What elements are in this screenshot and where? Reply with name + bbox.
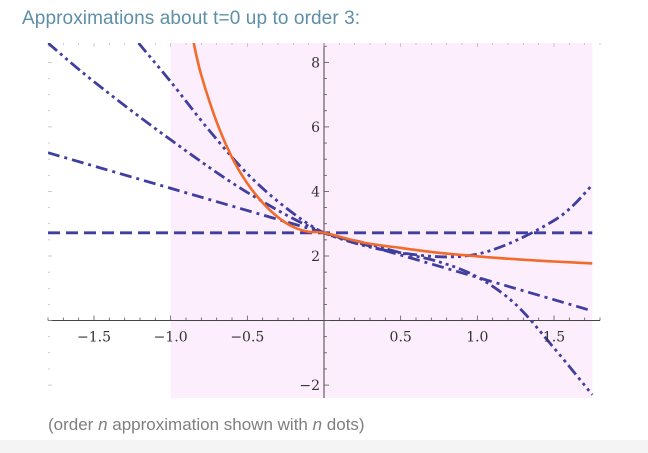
y-tick-label: 4 bbox=[311, 184, 320, 200]
caption-variable-n: n bbox=[98, 415, 108, 434]
caption-text-3: dots) bbox=[322, 415, 365, 434]
y-tick-label: −2 bbox=[299, 378, 320, 394]
x-tick-label: −1.0 bbox=[154, 330, 188, 346]
approximation-order-1-curve bbox=[48, 151, 593, 313]
caption-variable-n: n bbox=[312, 415, 323, 434]
caption: (order n approximation shown with n dots… bbox=[48, 415, 365, 435]
caption-text-1: (order bbox=[48, 415, 99, 434]
x-tick-label: 1.5 bbox=[543, 330, 565, 346]
bottom-divider bbox=[0, 440, 648, 453]
x-tick-label: −0.5 bbox=[230, 330, 264, 346]
x-tick-label: 1.0 bbox=[466, 330, 488, 346]
x-tick-label: 0.5 bbox=[390, 330, 412, 346]
y-tick-label: 2 bbox=[311, 249, 320, 265]
shaded-region bbox=[170, 43, 593, 398]
caption-text-2: approximation shown with bbox=[107, 415, 313, 434]
chart-title: Approximations about t=0 up to order 3: bbox=[22, 8, 361, 29]
function-curve bbox=[192, 43, 593, 265]
x-tick-label: −1.5 bbox=[77, 330, 111, 346]
y-tick-label: 8 bbox=[311, 55, 320, 71]
y-tick-label: 6 bbox=[311, 120, 320, 136]
